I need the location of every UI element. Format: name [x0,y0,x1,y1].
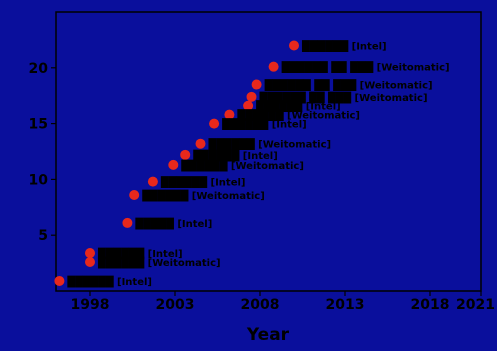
data-point [251,79,262,90]
data-point [268,61,279,72]
data-point [289,40,299,51]
data-point [243,100,254,111]
data-label: ██████ ██ ███ [Weitomatic] [264,79,433,92]
data-label: ██████ [Intel] [255,100,341,113]
data-point [54,275,65,286]
data-label: ██████ [Intel] [160,176,246,189]
x-tick-label: 2018 [411,297,450,313]
data-point [147,176,158,187]
data-label: ██████ [Intel] [66,275,152,288]
data-label: ██████ [Weitomatic] [97,256,221,269]
data-label: ██████ ██ ███ [Weitomatic] [259,91,428,104]
data-label: ██████ [Intel] [301,39,387,52]
data-label: ██████ ██ ███ [Weitomatic] [281,61,450,74]
data-point [195,138,206,149]
plot-area [55,11,482,292]
data-label: ██████ [Weitomatic] [208,138,332,151]
data-point [85,256,95,267]
data-point [209,118,220,129]
y-tick-label: 10 [29,172,49,188]
data-point [85,248,95,259]
data-labels: ██████ [Intel]██████ ██ ███ [Weitomatic]… [66,39,449,287]
data-label: ██████ [Intel] [192,149,278,162]
data-point [180,149,191,160]
data-label: ██████ [Intel] [97,247,183,260]
data-label: ██████ [Weitomatic] [141,189,265,202]
data-points [54,40,299,286]
data-point [168,159,179,170]
x-tick-label: 2008 [241,297,280,313]
data-label: █████ [Intel] [134,217,212,230]
data-label: ██████ [Intel] [221,118,307,131]
data-point [129,190,140,201]
data-label: ██████ [Weitomatic] [180,159,304,172]
y-tick-label: 5 [38,228,48,244]
data-point [246,91,257,102]
x-tick-label: 1998 [71,297,110,313]
x-tick-label: 2021 [456,297,495,313]
data-label: ██████ [Weitomatic] [236,109,360,122]
data-point [224,109,235,120]
x-axis: 1998 2003 2008 2013 2018 2021 [71,291,495,313]
x-tick-label: 2003 [156,297,195,313]
y-axis: 5 10 15 20 [29,61,56,244]
y-tick-label: 15 [29,117,48,133]
x-tick-label: 2013 [326,297,365,313]
x-axis-label: Year [246,325,290,345]
y-tick-label: 20 [29,61,49,77]
data-point [122,217,133,228]
